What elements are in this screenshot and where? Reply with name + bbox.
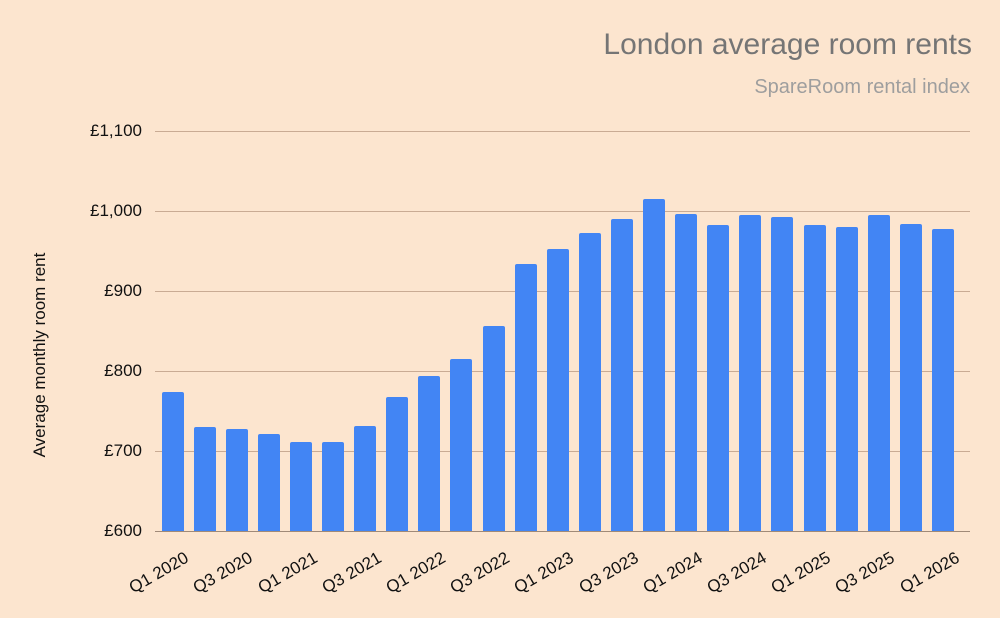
- bar: [707, 225, 730, 531]
- bar: [835, 227, 858, 531]
- y-axis-label: Average monthly room rent: [30, 252, 49, 458]
- bar: [418, 375, 441, 531]
- x-tick-label: Q1 2025: [768, 548, 834, 598]
- x-tick-label: Q1 2022: [382, 548, 449, 598]
- bar: [289, 442, 312, 531]
- bar: [450, 359, 473, 531]
- bar: [546, 249, 569, 531]
- bar: [514, 263, 537, 531]
- x-tick-label: Q1 2024: [639, 548, 706, 598]
- plot-area: [155, 131, 970, 532]
- bar: [193, 427, 216, 531]
- y-tick-label: £600: [104, 521, 142, 540]
- bar: [161, 391, 184, 531]
- y-tick-label: £800: [104, 361, 142, 380]
- bar: [771, 217, 794, 531]
- x-tick-label: Q1 2023: [511, 548, 578, 598]
- bar: [354, 426, 377, 531]
- x-tick-label: Q1 2020: [126, 548, 192, 598]
- y-tick-label: £1,100: [90, 121, 142, 140]
- gridline: [155, 531, 970, 532]
- x-tick-label: Q1 2026: [896, 548, 963, 598]
- bar: [322, 442, 344, 531]
- bar: [803, 225, 826, 531]
- bar: [578, 232, 601, 531]
- chart-title: London average room rents: [603, 28, 972, 61]
- bar: [610, 219, 633, 531]
- bar: [257, 434, 280, 531]
- gridline: [155, 131, 970, 132]
- gridline: [155, 211, 970, 212]
- bar: [739, 215, 762, 531]
- bar: [675, 214, 698, 531]
- x-tick-label: Q3 2025: [832, 548, 899, 598]
- bar: [899, 223, 922, 531]
- x-tick-label: Q3 2021: [318, 548, 385, 598]
- bar: [482, 326, 505, 531]
- y-tick-label: £700: [104, 441, 142, 460]
- y-tick-label: £900: [104, 281, 142, 300]
- y-tick-label: £1,000: [90, 201, 142, 220]
- chart-subtitle: SpareRoom rental index: [754, 76, 970, 98]
- x-tick-label: Q3 2022: [447, 548, 513, 598]
- bar: [867, 215, 890, 531]
- bar: [386, 397, 409, 531]
- x-tick-label: Q3 2020: [190, 548, 257, 598]
- x-tick-label: Q3 2023: [575, 548, 642, 598]
- x-tick-label: Q3 2024: [703, 548, 770, 598]
- bar: [931, 228, 954, 531]
- x-tick-label: Q1 2021: [254, 548, 321, 598]
- bar: [643, 199, 665, 531]
- bar: [225, 429, 248, 531]
